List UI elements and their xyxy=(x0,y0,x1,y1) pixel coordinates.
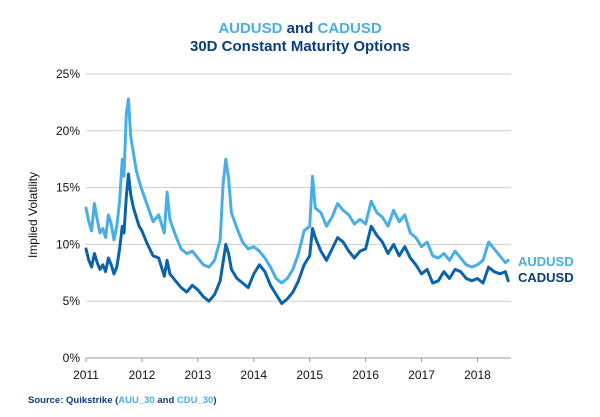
x-tick-label: 2012 xyxy=(129,368,156,382)
x-tick-label: 2014 xyxy=(240,368,267,382)
source-prefix: Source: Quikstrike ( xyxy=(28,395,119,406)
series-line-cadusd xyxy=(84,172,510,305)
title-joiner: and xyxy=(286,20,314,37)
chart-title-line1: AUDUSD and CADUSD xyxy=(0,20,600,38)
x-tick-label: 2018 xyxy=(464,368,491,382)
source-code-cad: CDU_30 xyxy=(176,395,214,406)
x-tick-label: 2013 xyxy=(184,368,211,382)
legend-cadusd: CADUSD xyxy=(518,270,574,285)
series-line-audusd xyxy=(84,97,510,285)
source-code-aud: AUU_30 xyxy=(118,395,155,406)
x-tick-label: 2017 xyxy=(408,368,435,382)
y-tick-label: 0% xyxy=(63,351,81,365)
y-tick-label: 25% xyxy=(56,67,80,81)
y-tick-label: 10% xyxy=(56,237,80,251)
y-tick-label: 15% xyxy=(56,181,80,195)
axis-ticks: 0% 5% 10% 15% 20% 25% 2011 2012 2013 2014 2015 2016… xyxy=(56,67,491,382)
source-note: Source: Quikstrike (AUU_30 and CDU_30) xyxy=(28,395,217,406)
series-lines xyxy=(84,97,510,305)
y-tick-label: 20% xyxy=(56,124,80,138)
chart-title-line2: 30D Constant Maturity Options xyxy=(189,38,410,55)
y-tick-label: 5% xyxy=(63,294,81,308)
x-tick-label: 2016 xyxy=(352,368,379,382)
legend-audusd: AUDUSD xyxy=(518,254,574,269)
x-tick-label: 2015 xyxy=(296,368,323,382)
x-tick-label: 2011 xyxy=(73,368,99,382)
source-suffix: ) xyxy=(213,395,217,406)
title-series-audusd: AUDUSD xyxy=(218,20,283,37)
gridlines xyxy=(86,73,511,359)
source-joiner: and xyxy=(154,395,177,406)
title-series-cadusd: CADUSD xyxy=(317,20,382,37)
